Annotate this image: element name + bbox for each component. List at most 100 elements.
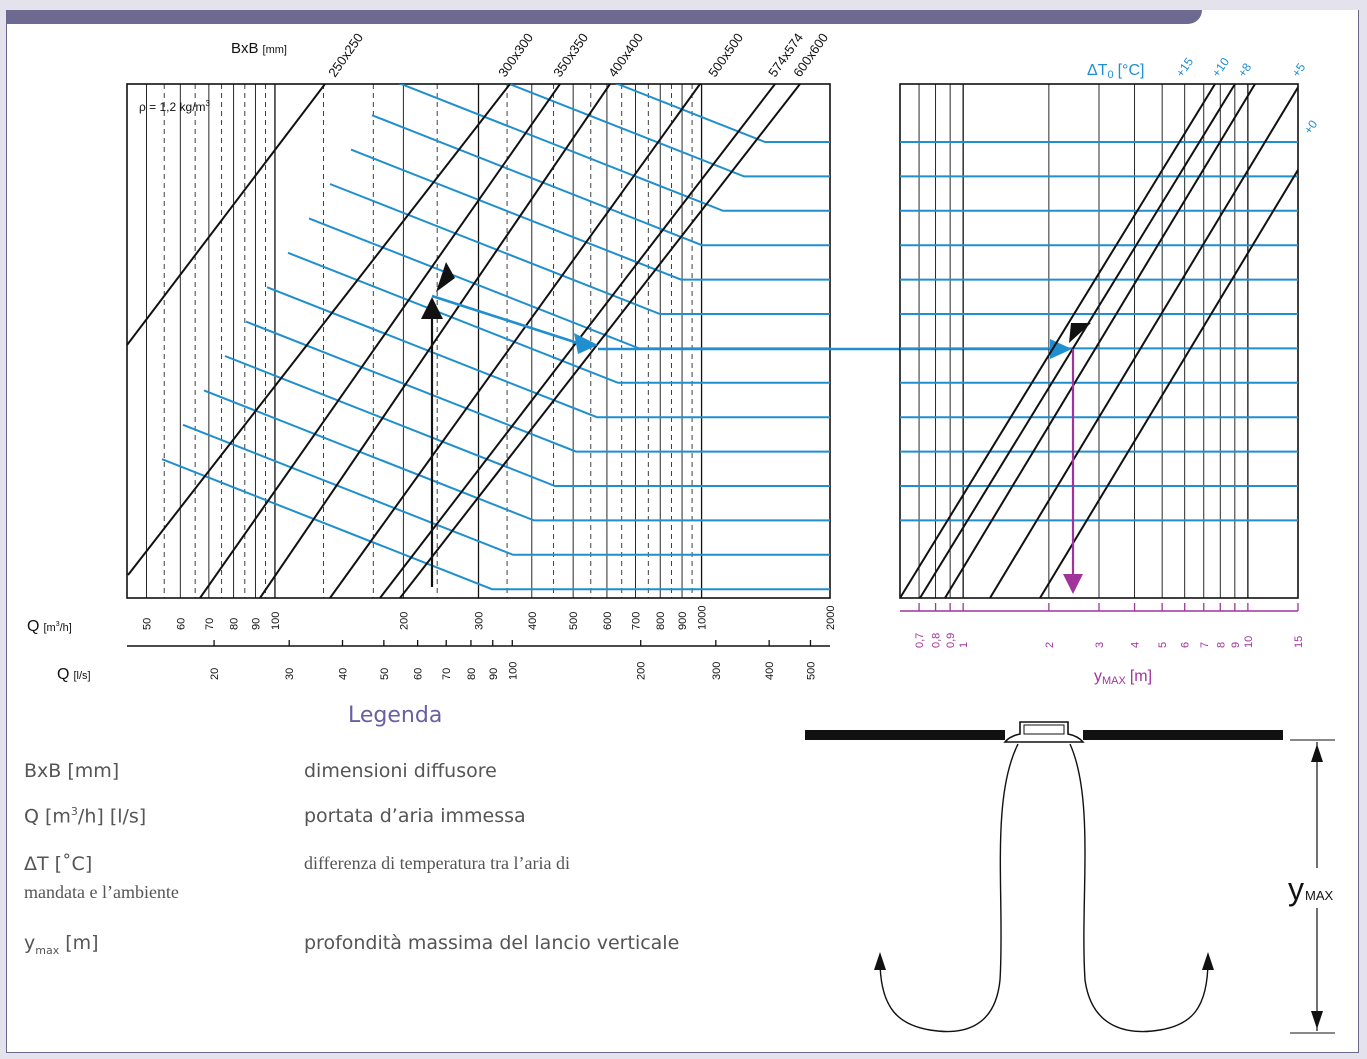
left-blue-curve-3 <box>371 114 830 247</box>
ymax-axis: 0,7 0,8 0,9 1 2 3 4 5 6 7 8 9 10 15 <box>900 603 1305 648</box>
q-ls-tick-80: 80 <box>466 668 478 680</box>
left-blue-curve-9 <box>245 320 830 453</box>
ymax-tick-12: 10 <box>1243 636 1255 648</box>
ymax-tick-0: 0,7 <box>914 633 926 648</box>
dt-line-+0 <box>1039 167 1298 598</box>
q-m3h-tick-700: 700 <box>630 612 642 630</box>
size-line-600x600 <box>399 84 801 598</box>
diffuser-diagram: yMAX <box>805 721 1349 1034</box>
ymax-tick-4: 2 <box>1044 642 1056 648</box>
q-m3h-tick-900: 900 <box>677 612 689 630</box>
q-ls-tick-500: 500 <box>805 662 817 680</box>
dt-line-+10 <box>919 84 1236 598</box>
q-ls-tick-20: 20 <box>209 668 221 680</box>
ceiling-right <box>1083 730 1283 740</box>
size-line-350x350 <box>199 84 561 598</box>
q-m3h-tick-400: 400 <box>527 612 539 630</box>
q-m3h-tick-300: 300 <box>474 612 486 630</box>
q-ls-tick-90: 90 <box>488 668 500 680</box>
q-m3h-tick-1000: 1000 <box>697 606 709 630</box>
size-label-350x350: 350x350 <box>550 30 591 79</box>
size-line-labels: 250x250 300x300 350x350 400x400 500x500 574x5… <box>325 30 831 79</box>
dt-line-+8 <box>944 84 1256 598</box>
ceiling-left <box>805 730 1005 740</box>
dt-axis-label: ΔT0 [°C] <box>1087 62 1144 81</box>
legend-key-bxb: BxB [mm] <box>24 760 120 782</box>
example-down-arrowhead <box>1063 574 1083 594</box>
left-blue-curve-11 <box>203 389 830 522</box>
q-ls-tick-400: 400 <box>764 662 776 680</box>
left-blue-curve-0 <box>615 84 830 143</box>
q-ls-axis-label: Q [l/s] <box>57 666 91 683</box>
q-m3h-tick-50: 50 <box>142 618 154 630</box>
ymax-tick-2: 0,9 <box>945 633 957 648</box>
ymax-tick-13: 15 <box>1293 636 1305 648</box>
q-m3h-tick-200: 200 <box>398 612 410 630</box>
q-ls-tick-300: 300 <box>711 662 723 680</box>
dt-label-+8: +8 <box>1235 60 1255 80</box>
right-dt-lines <box>900 84 1298 598</box>
ymax-tick-1: 0,8 <box>931 633 943 648</box>
q-ls-tick-30: 30 <box>284 668 296 680</box>
q-ls-tick-50: 50 <box>379 668 391 680</box>
q-ls-axis: 20 30 40 50 60 70 80 90 100 200 300 400 500 <box>127 640 830 680</box>
size-label-250x250: 250x250 <box>325 30 366 79</box>
q-m3h-tick-600: 600 <box>602 612 614 630</box>
size-label-500x500: 500x500 <box>705 30 746 79</box>
legend-key-dt: ΔT [˚C] <box>24 853 93 875</box>
dt-label-+5: +5 <box>1289 60 1309 80</box>
airflow-left <box>879 743 1019 1033</box>
q-ls-tick-40: 40 <box>338 668 350 680</box>
ymax-axis-label: yMAX [m] <box>1094 668 1152 687</box>
q-m3h-tick-90: 90 <box>250 618 262 630</box>
ymax-tick-5: 3 <box>1094 642 1106 648</box>
dt-label-+15: +15 <box>1173 55 1196 80</box>
example-blue-path <box>431 294 591 349</box>
legend-value-dt-cont: mandata e l’ambiente <box>24 882 179 902</box>
legend-value-dt: differenza di temperatura tra l’aria di <box>304 853 571 873</box>
left-blue-curve-13 <box>161 458 830 591</box>
example-diag-arrowhead <box>436 262 455 292</box>
example-blue-arrowhead <box>574 333 598 354</box>
q-m3h-tick-80: 80 <box>229 618 241 630</box>
ymax-tick-10: 8 <box>1215 642 1227 648</box>
left-blue-curve-12 <box>182 423 830 556</box>
ymax-tick-6: 4 <box>1130 642 1142 648</box>
q-m3h-axis-label: Q [m3/h] <box>27 618 72 635</box>
legend-title: Legenda <box>348 703 443 728</box>
ymax-tick-11: 9 <box>1230 642 1242 648</box>
q-m3h-tick-2000: 2000 <box>825 606 837 630</box>
size-line-500x500 <box>329 84 701 598</box>
left-blue-curve-6 <box>308 217 830 350</box>
q-m3h-tick-60: 60 <box>175 618 187 630</box>
left-blue-curve-8 <box>266 286 830 419</box>
q-ls-tick-70: 70 <box>441 668 453 680</box>
dt-line-+5 <box>989 85 1298 598</box>
left-blue-curve-2 <box>398 84 830 212</box>
q-m3h-tick-500: 500 <box>568 612 580 630</box>
dt-label-+10: +10 <box>1209 55 1232 80</box>
example-dt-arrowhead <box>1069 323 1091 343</box>
size-label-400x400: 400x400 <box>605 30 646 79</box>
density-label: ρ = 1,2 kg/m3 <box>139 99 211 114</box>
left-blue-curve-1 <box>506 84 830 178</box>
left-blue-curve-4 <box>350 148 830 281</box>
q-m3h-axis: 50 60 70 80 90 100 200 300 400 500 600 700 800 900 100… <box>142 606 837 630</box>
size-line-250x250 <box>127 84 326 346</box>
ymax-diagram-label: yMAX <box>1288 871 1334 907</box>
q-ls-tick-100: 100 <box>507 662 519 680</box>
q-ls-tick-60: 60 <box>413 668 425 680</box>
airflow-right <box>1069 743 1209 1033</box>
title-bar <box>7 10 1202 24</box>
left-blue-curve-7 <box>287 251 830 384</box>
ymax-tick-8: 6 <box>1180 642 1192 648</box>
example-up-arrowhead <box>421 297 443 319</box>
ymax-tick-3: 1 <box>958 642 970 648</box>
q-m3h-tick-800: 800 <box>655 612 667 630</box>
size-label-300x300: 300x300 <box>495 30 536 79</box>
legend-value-bxb: dimensioni diffusore <box>304 760 497 782</box>
legend-key-q: Q [m3/h] [l/s] <box>24 805 147 828</box>
left-blue-curve-5 <box>329 183 830 315</box>
left-blue-curves <box>161 84 830 591</box>
